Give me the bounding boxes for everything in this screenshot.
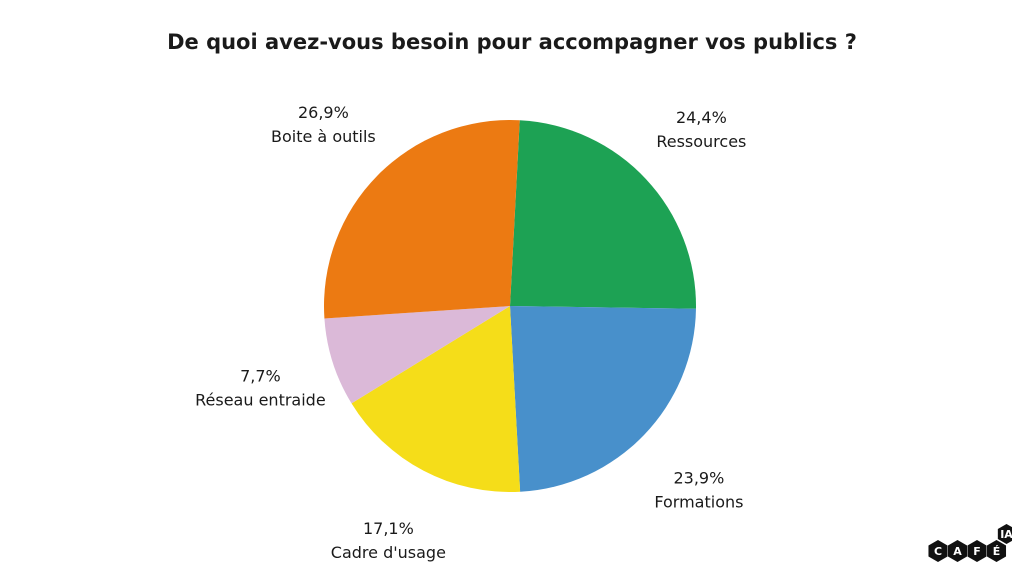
logo-letter: A [953, 545, 962, 558]
slice-value-label: 23,9% [673, 469, 724, 488]
slice-category-label: Boite à outils [271, 127, 376, 146]
logo-superscript: IA [1000, 528, 1012, 541]
logo-hexagon [928, 540, 948, 562]
slice-category-label: Cadre d'usage [331, 543, 446, 562]
logo-hexagon [997, 524, 1012, 544]
slice-category-label: Ressources [656, 132, 746, 151]
slice-category-label: Formations [654, 493, 743, 512]
pie-slice-r-seau-entraide [324, 306, 510, 404]
pie-slice-ressources [510, 120, 697, 309]
logo-letter: F [973, 545, 981, 558]
pie-slice-formations [510, 306, 696, 492]
pie-slice-cadre-d-usage [351, 306, 521, 493]
slice-category-label: Réseau entraide [195, 391, 326, 410]
slice-value-label: 24,4% [676, 108, 727, 127]
logo-letter: C [934, 545, 942, 558]
pie-slice-boite-outils [324, 119, 520, 319]
chart-title: De quoi avez-vous besoin pour accompagne… [167, 30, 857, 54]
logo-hexagon [967, 540, 987, 562]
slice-value-label: 7,7% [240, 367, 281, 386]
logo-letter: É [993, 545, 1001, 558]
logo-hexagon [947, 540, 968, 562]
cafe-ia-logo: C A F É IA [928, 524, 1012, 562]
slice-value-label: 17,1% [363, 519, 414, 538]
logo-hexagon [986, 540, 1007, 562]
slice-value-label: 26,9% [298, 103, 349, 122]
